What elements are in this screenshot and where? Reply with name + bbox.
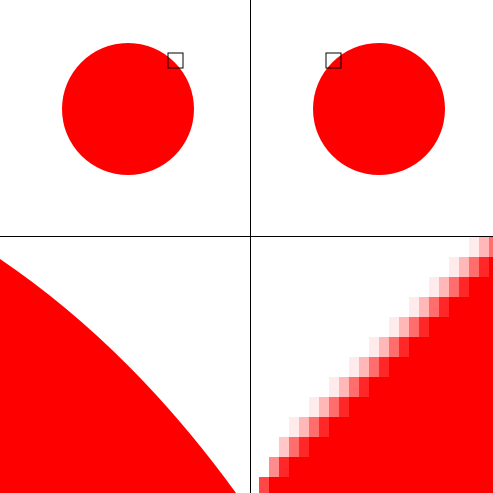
pixel-edge-cell <box>449 297 469 317</box>
circle-view-left <box>62 43 194 175</box>
selection-box-right[interactable] <box>325 52 342 69</box>
pixel-edge-cell <box>379 337 399 357</box>
pixel-edge-cell <box>289 457 309 477</box>
red-circle-left <box>62 43 194 175</box>
red-circle-right <box>313 43 445 175</box>
pixelated-edge-view <box>259 237 493 493</box>
pixel-edge-cell <box>329 417 349 437</box>
pixel-edge-cell <box>319 397 339 417</box>
pixel-solid-run <box>289 477 493 493</box>
pane-bottom-right <box>251 237 493 493</box>
pixel-grid <box>259 237 493 493</box>
pixel-edge-cell <box>279 437 299 457</box>
pixel-edge-cell <box>389 317 409 337</box>
pixel-edge-cell <box>449 257 469 277</box>
pixel-edge-cell <box>439 277 459 297</box>
pixel-edge-cell <box>329 377 349 397</box>
smooth-edge-shape <box>0 259 236 493</box>
pixel-edge-cell <box>339 377 359 397</box>
pixel-solid-run <box>429 337 493 357</box>
pane-bottom-left <box>0 237 250 493</box>
pixel-edge-cell <box>409 337 429 357</box>
pixel-solid-run <box>469 297 493 317</box>
pane-top-left <box>0 0 250 236</box>
pixel-edge-cell <box>409 297 429 317</box>
pixel-edge-cell <box>269 477 289 493</box>
pixel-edge-cell <box>309 397 329 417</box>
pixel-edge-cell <box>349 357 369 377</box>
pane-top-right <box>251 0 493 236</box>
pixel-edge-cell <box>289 417 309 437</box>
pixel-edge-cell <box>299 417 319 437</box>
pixel-edge-cell <box>459 257 479 277</box>
pixel-edge-cell <box>429 277 449 297</box>
vertical-divider <box>250 0 251 493</box>
pixel-solid-run <box>369 397 493 417</box>
pixel-solid-run <box>329 437 493 457</box>
pixel-edge-cell <box>419 297 439 317</box>
pixel-solid-run <box>349 417 493 437</box>
smooth-edge-view <box>0 259 236 493</box>
pixel-solid-run <box>489 277 493 297</box>
pixel-edge-cell <box>429 317 449 337</box>
circle-view-right <box>313 43 445 175</box>
pixel-solid-run <box>449 317 493 337</box>
pixel-edge-cell <box>469 237 489 257</box>
pixel-edge-cell <box>479 237 493 257</box>
pixel-edge-cell <box>349 397 369 417</box>
pixel-edge-cell <box>489 257 493 277</box>
pixel-solid-run <box>389 377 493 397</box>
pixel-edge-cell <box>389 357 409 377</box>
pixel-edge-cell <box>469 277 489 297</box>
pixel-solid-run <box>409 357 493 377</box>
pixel-edge-cell <box>399 317 419 337</box>
pixel-edge-cell <box>489 237 493 257</box>
pixel-edge-cell <box>309 437 329 457</box>
horizontal-divider <box>0 236 493 237</box>
pixel-edge-cell <box>359 357 379 377</box>
pixel-solid-run <box>309 457 493 477</box>
selection-box-left[interactable] <box>167 52 184 69</box>
pixel-edge-cell <box>369 377 389 397</box>
pixel-edge-cell <box>369 337 389 357</box>
